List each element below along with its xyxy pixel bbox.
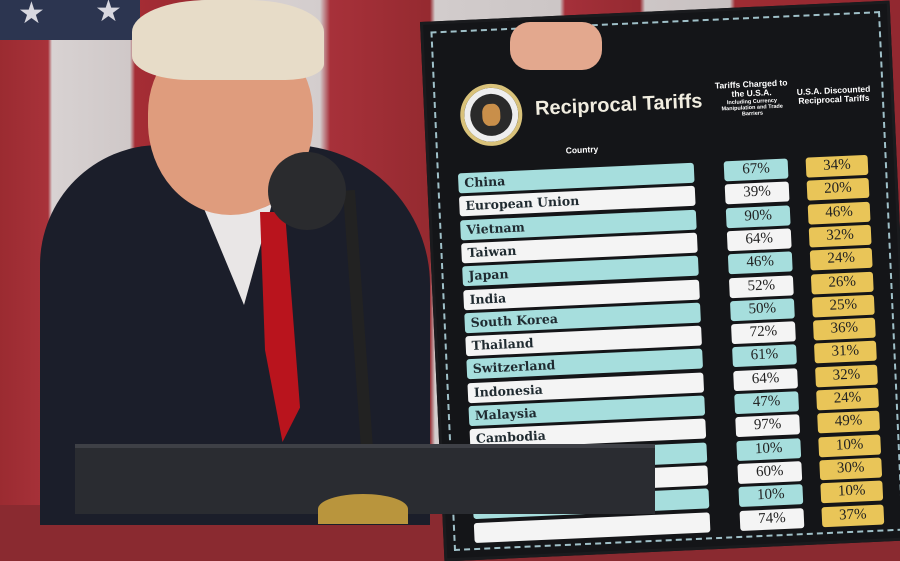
discounted-cell: 32% xyxy=(808,224,872,248)
discounted-header: U.S.A. Discounted Reciprocal Tariffs xyxy=(796,83,871,107)
board-title: Reciprocal Tariffs xyxy=(534,90,703,120)
charged-cell: 90% xyxy=(725,205,791,228)
discounted-cell: 10% xyxy=(820,480,884,504)
presidential-seal-icon xyxy=(458,82,524,148)
charged-cell: 46% xyxy=(727,251,793,275)
charged-cell: 97% xyxy=(735,414,801,438)
discounted-cell: 36% xyxy=(812,317,876,341)
hand xyxy=(510,22,602,70)
discounted-cell: 30% xyxy=(819,457,883,481)
discounted-cell: 24% xyxy=(809,247,873,271)
charged-cell: 64% xyxy=(726,228,792,252)
discounted-cell: 46% xyxy=(807,201,871,225)
charged-cell: 61% xyxy=(732,344,797,368)
discounted-cell: 25% xyxy=(811,294,875,318)
charged-cell: 10% xyxy=(738,484,804,508)
charged-cell: 67% xyxy=(723,158,789,182)
charged-cell: 47% xyxy=(734,391,800,415)
charged-cell: 64% xyxy=(733,367,798,391)
microphone-icon xyxy=(268,152,346,230)
discounted-cell: 49% xyxy=(817,410,881,434)
charged-cell: 74% xyxy=(739,507,805,531)
flag-canton: ★ ★ xyxy=(0,0,140,40)
charged-header: Tariffs Charged to the U.S.A. Including C… xyxy=(714,77,788,118)
charged-cell: 39% xyxy=(724,181,790,205)
country-header: Country xyxy=(565,144,599,156)
discounted-cell: 24% xyxy=(816,387,879,411)
charged-cell: 60% xyxy=(737,461,803,484)
discounted-cell: 10% xyxy=(818,434,882,457)
discounted-cell: 32% xyxy=(815,364,878,388)
charged-cell: 50% xyxy=(729,298,795,322)
charged-cell: 72% xyxy=(731,321,796,345)
discounted-cell: 20% xyxy=(806,178,870,201)
hair xyxy=(132,0,324,80)
discounted-cell: 34% xyxy=(805,154,869,178)
charged-cell: 52% xyxy=(728,274,794,298)
discounted-cell: 31% xyxy=(814,341,877,364)
charged-cell: 10% xyxy=(736,437,802,461)
podium-seal xyxy=(318,494,408,524)
discounted-cell: 26% xyxy=(810,271,874,295)
discounted-cell: 37% xyxy=(821,503,885,527)
